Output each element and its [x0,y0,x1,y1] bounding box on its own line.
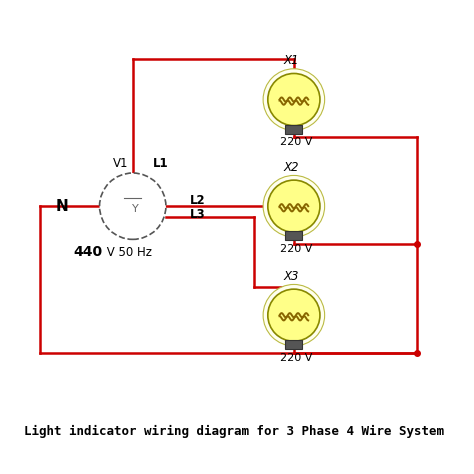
Circle shape [268,289,320,341]
Bar [285,125,302,134]
Text: V1: V1 [113,157,128,170]
Text: L3: L3 [190,208,205,221]
Text: X2: X2 [283,161,299,173]
Text: 220 V: 220 V [280,353,312,363]
Text: L1: L1 [153,157,168,170]
Circle shape [263,284,325,346]
Text: 440: 440 [73,245,102,259]
Bar [285,340,302,349]
Circle shape [268,73,320,126]
Text: 220 V: 220 V [280,244,312,254]
Text: N: N [55,199,68,214]
Circle shape [268,180,320,232]
Text: Light indicator wiring diagram for 3 Phase 4 Wire System: Light indicator wiring diagram for 3 Pha… [24,425,444,438]
Text: Y: Y [132,203,138,214]
Circle shape [263,69,325,130]
Text: L2: L2 [190,193,205,207]
Text: X1: X1 [283,54,299,67]
Text: V 50 Hz: V 50 Hz [103,246,152,259]
Text: X3: X3 [283,270,299,283]
Circle shape [263,175,325,237]
Circle shape [100,173,166,239]
Text: 220 V: 220 V [280,137,312,147]
Bar [285,231,302,240]
